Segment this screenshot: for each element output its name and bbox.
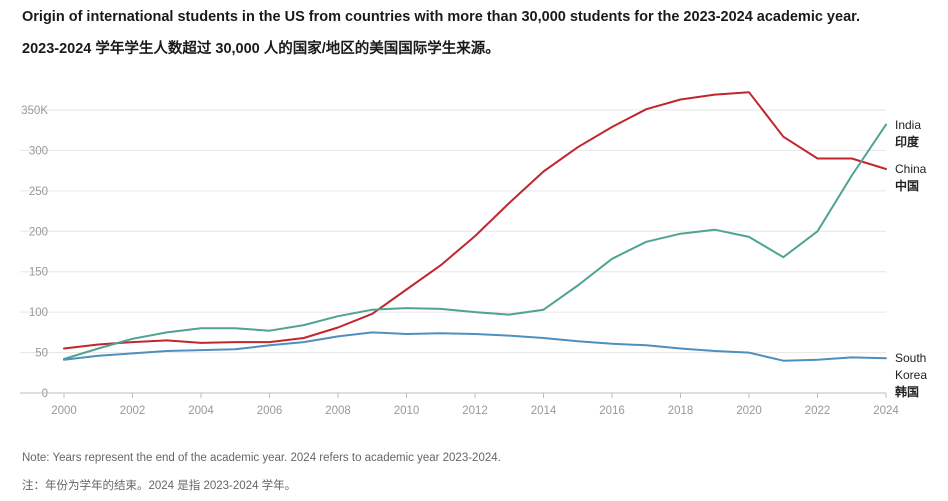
x-tick-label: 2000 xyxy=(51,405,77,417)
x-tick-label: 2008 xyxy=(325,405,351,417)
x-tick-label: 2014 xyxy=(531,405,557,417)
line-chart: 0 50 100 150 200 250 300 350K 2000 2002 2004 2006 20… xyxy=(20,91,927,417)
y-tick-label: 250 xyxy=(29,186,48,198)
y-tick-label: 300 xyxy=(29,145,48,157)
series-line-china xyxy=(63,91,887,350)
x-tick-label: 2016 xyxy=(599,405,625,417)
x-tick-label: 2004 xyxy=(188,405,214,417)
x-tick-label: 2002 xyxy=(120,405,146,417)
series-label-south-korea: Korea xyxy=(895,368,927,382)
x-tick-label: 2012 xyxy=(462,405,488,417)
x-tick-label: 2020 xyxy=(736,405,762,417)
series-line-india xyxy=(63,123,887,360)
series-lines xyxy=(63,91,887,362)
gridlines xyxy=(20,109,886,354)
series-labels: China 中国 India 印度 South Korea 韩国 xyxy=(895,118,927,399)
y-tick-label: 350K xyxy=(21,105,48,117)
series-label-south-korea: South xyxy=(895,351,926,365)
x-tick-label: 2006 xyxy=(257,405,283,417)
series-label-china: China xyxy=(895,162,927,176)
note-chinese: 注：年份为学年的结束。2024 是指 2023-2024 学年。 xyxy=(22,480,297,492)
chart-title-chinese: 2023-2024 学年学生人数超过 30,000 人的国家/地区的美国国际学生… xyxy=(22,41,500,57)
note-english: Note: Years represent the end of the aca… xyxy=(22,452,501,464)
series-label-india: 印度 xyxy=(895,134,920,149)
series-label-china: 中国 xyxy=(895,178,919,193)
y-tick-label: 0 xyxy=(42,388,48,400)
series-line-south-korea xyxy=(63,331,887,362)
x-tick-label: 2022 xyxy=(805,405,831,417)
y-tick-label: 200 xyxy=(29,226,48,238)
y-tick-label: 100 xyxy=(29,307,48,319)
x-tick-label: 2010 xyxy=(394,405,420,417)
chart-title-english: Origin of international students in the … xyxy=(22,9,860,25)
y-tick-label: 150 xyxy=(29,267,48,279)
series-label-india: India xyxy=(895,118,921,132)
x-tick-label: 2024 xyxy=(873,405,899,417)
series-label-south-korea: 韩国 xyxy=(895,384,919,399)
x-tick-label: 2018 xyxy=(668,405,694,417)
y-tick-label: 50 xyxy=(35,348,48,360)
axes: 0 50 100 150 200 250 300 350K 2000 2002 2004 2006 20… xyxy=(20,105,899,417)
